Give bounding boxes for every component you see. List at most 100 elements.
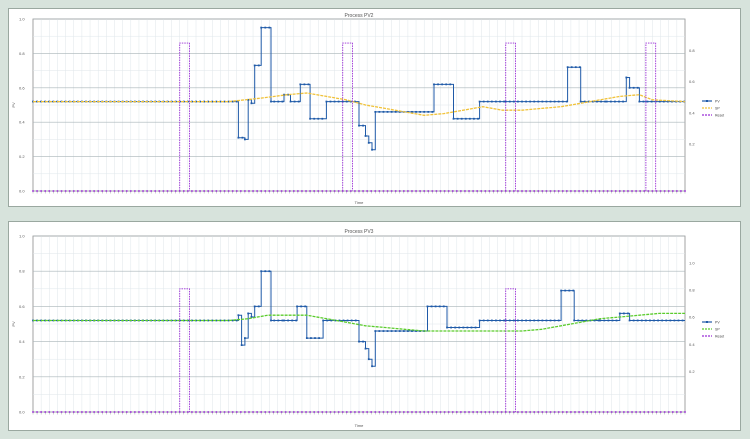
- data-point: [191, 411, 193, 413]
- data-point: [231, 100, 234, 103]
- data-point: [215, 190, 218, 192]
- data-point: [619, 411, 621, 413]
- data-point: [237, 314, 240, 317]
- data-point: [618, 100, 620, 103]
- data-point: [473, 117, 475, 120]
- data-point: [317, 117, 320, 120]
- data-point: [394, 411, 397, 413]
- data-point: [287, 319, 289, 322]
- data-point: [215, 319, 218, 322]
- data-point: [317, 411, 320, 413]
- data-point: [309, 117, 311, 120]
- data-point: [390, 330, 393, 332]
- data-point: [125, 411, 128, 413]
- data-point: [313, 411, 315, 413]
- data-point: [676, 190, 678, 192]
- data-point: [579, 100, 582, 103]
- data-point: [433, 83, 435, 86]
- data-point: [643, 190, 646, 192]
- data-point: [48, 190, 51, 192]
- x-axis-label: Time: [355, 423, 365, 428]
- data-point: [195, 411, 197, 413]
- data-point: [619, 190, 621, 192]
- data-point: [581, 319, 584, 322]
- data-point: [244, 337, 246, 339]
- data-point: [434, 305, 437, 308]
- legend-marker: [706, 321, 708, 323]
- data-point: [586, 411, 588, 413]
- data-point: [574, 411, 576, 413]
- series-reset: [32, 42, 686, 192]
- data-point: [622, 312, 625, 315]
- data-point: [182, 411, 185, 413]
- data-point: [121, 411, 124, 413]
- data-point: [606, 190, 609, 192]
- data-point: [219, 190, 222, 192]
- data-point: [386, 330, 389, 332]
- data-point: [264, 411, 267, 413]
- data-point: [472, 411, 474, 413]
- data-point: [607, 319, 610, 322]
- data-point: [40, 411, 42, 413]
- legend-label: PV: [715, 100, 720, 104]
- data-point: [649, 319, 651, 322]
- data-point: [451, 411, 454, 413]
- legend-label: PV: [715, 321, 720, 325]
- data-point: [117, 190, 120, 192]
- data-point: [661, 319, 664, 322]
- data-point: [237, 136, 240, 139]
- data-point: [240, 344, 243, 347]
- data-point: [253, 305, 256, 308]
- data-point: [553, 190, 556, 192]
- data-point: [557, 411, 560, 413]
- data-point: [345, 411, 348, 413]
- data-point: [667, 190, 670, 192]
- data-point: [478, 100, 481, 103]
- data-point: [557, 319, 560, 322]
- data-point: [681, 319, 684, 322]
- data-point: [231, 319, 234, 322]
- data-point: [280, 190, 283, 192]
- data-point: [525, 190, 527, 192]
- data-point: [419, 190, 421, 192]
- data-point: [85, 411, 87, 413]
- data-point: [490, 100, 493, 103]
- data-point: [640, 319, 643, 322]
- data-point: [446, 326, 448, 329]
- data-point: [415, 190, 417, 192]
- data-point: [349, 100, 352, 103]
- data-point: [650, 100, 653, 103]
- data-point: [474, 326, 477, 329]
- data-point: [101, 190, 104, 192]
- data-point: [358, 411, 360, 413]
- data-point: [81, 411, 83, 413]
- data-point: [289, 100, 292, 103]
- data-point: [573, 319, 576, 322]
- data-point: [680, 190, 682, 192]
- data-point: [291, 319, 294, 322]
- data-point: [508, 319, 511, 322]
- data-point: [486, 100, 489, 103]
- data-point: [632, 319, 635, 322]
- data-point: [411, 110, 413, 113]
- data-point: [362, 411, 364, 413]
- data-point: [248, 411, 250, 413]
- data-point: [367, 358, 370, 361]
- data-point: [330, 319, 333, 322]
- data-point: [211, 190, 214, 192]
- data-point: [456, 117, 459, 120]
- data-point: [541, 319, 544, 322]
- legend: PV SP Reset: [702, 100, 724, 118]
- data-point: [36, 411, 38, 413]
- data-point: [166, 190, 169, 192]
- data-point: [673, 319, 676, 322]
- data-point: [130, 411, 132, 413]
- data-point: [537, 319, 540, 322]
- data-point: [533, 319, 536, 322]
- data-point: [244, 411, 246, 413]
- data-point: [187, 190, 189, 192]
- data-point: [677, 319, 680, 322]
- data-point: [166, 411, 169, 413]
- data-point: [295, 319, 298, 322]
- data-point: [464, 190, 466, 192]
